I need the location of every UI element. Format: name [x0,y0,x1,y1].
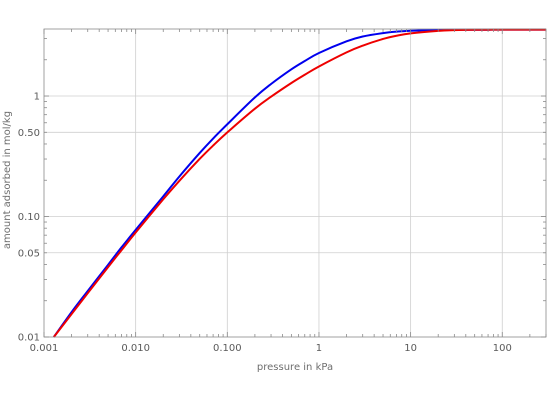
plot-frame [43,28,547,338]
y-tick-label: 0.50 [18,128,40,139]
x-tick-label: 1 [316,343,322,354]
x-tick-label: 0.001 [30,343,59,354]
x-tick-label: 10 [404,343,417,354]
series-line-red [53,28,546,338]
x-tick-label: 0.010 [121,343,150,354]
series-lines [53,28,546,338]
x-tick-label: 0.100 [213,343,242,354]
y-tick-label: 0.05 [18,248,40,259]
y-tick-label: 1 [34,92,40,103]
y-axis-title: amount adsorbed in mol/kg [2,111,13,249]
y-tick-label: 0.01 [18,333,40,344]
x-tick-labels: 0.001 0.010 0.100 1 10 100 [30,343,512,354]
axis-ticks [43,29,547,338]
series-line-blue [53,28,546,338]
x-axis-title: pressure in kPa [257,362,333,373]
x-tick-label: 100 [493,343,512,354]
y-tick-labels: 0.01 0.05 0.10 0.50 1 [18,92,40,344]
y-tick-label: 0.10 [18,212,40,223]
grid [44,29,546,337]
